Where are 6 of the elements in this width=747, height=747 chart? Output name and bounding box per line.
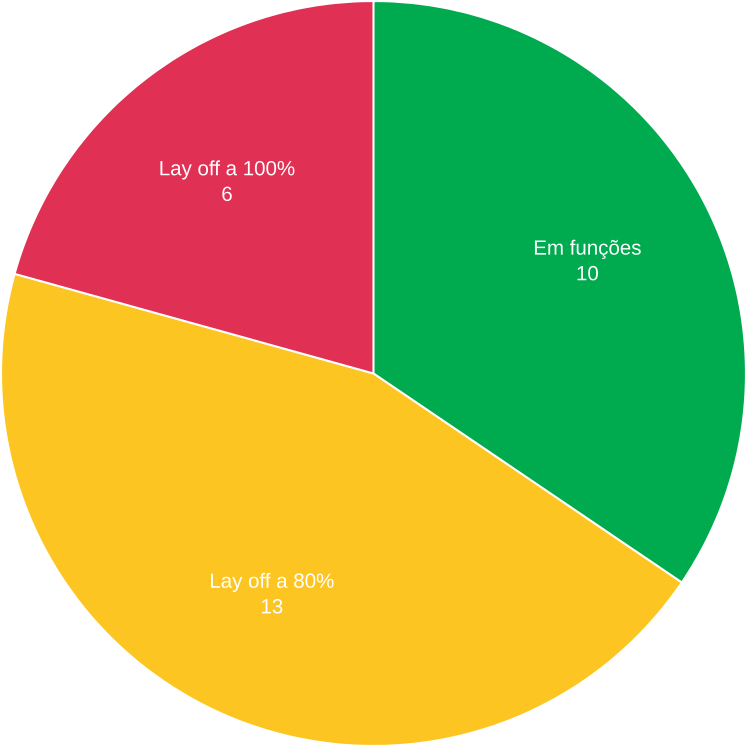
slice-label: Em funções	[534, 240, 641, 259]
data-label: 13	[262, 599, 282, 614]
data-label: 10	[578, 266, 598, 280]
data-label: 6	[222, 186, 232, 202]
slice-label: Lay off a 80%	[211, 572, 334, 592]
slice-label: Lay off a 100%	[160, 160, 294, 180]
